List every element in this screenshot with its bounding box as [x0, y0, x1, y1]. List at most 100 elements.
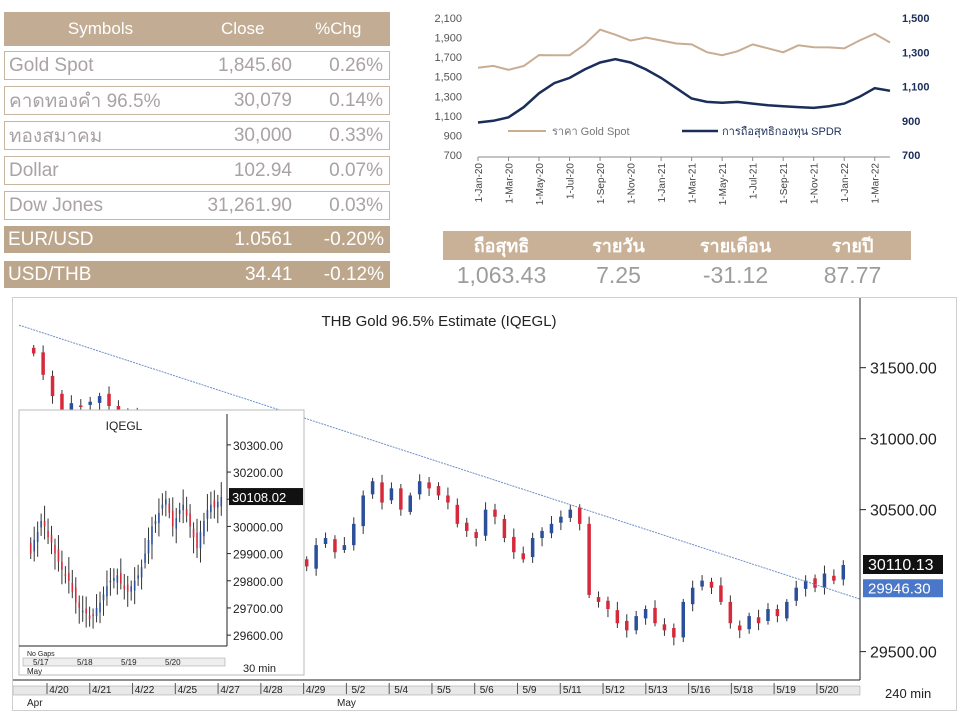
inset-candle-body: [50, 535, 53, 543]
market-row: Dow Jones 31,261.90 0.03%: [4, 191, 390, 220]
main-candle-body: [446, 495, 450, 503]
header-symbols: Symbols: [67, 19, 134, 38]
main-candle-body: [417, 481, 422, 495]
inset-gap-label: No Gaps: [27, 651, 55, 658]
inset-candle-body: [33, 540, 35, 552]
inset-candle-body: [182, 504, 184, 511]
x-tick-label: 5/16: [691, 685, 711, 696]
market-row: ทองสมาคม 30,000 0.33%: [4, 121, 390, 150]
main-candle-body: [719, 585, 723, 602]
main-candle-body: [483, 509, 488, 536]
summary-header-holding: ถือสุทธิ: [473, 236, 530, 256]
inset-candle-body: [147, 540, 150, 554]
main-candle-body: [615, 610, 620, 624]
main-candle-body: [775, 609, 780, 617]
close-cell: 34.41: [244, 263, 293, 285]
main-candle-body: [436, 486, 441, 496]
x-tick-label: 4/25: [178, 685, 198, 696]
inset-month-label: May: [27, 667, 42, 676]
inset-candle-body: [199, 531, 202, 549]
secondary-price-label: 29946.30: [868, 580, 931, 597]
main-candle-body: [709, 581, 714, 588]
main-candle-body: [427, 482, 431, 489]
downtrend-line: [18, 324, 861, 600]
inset-candle-body: [217, 501, 219, 508]
main-candle-body: [88, 401, 92, 405]
inset-last-price-box: [229, 488, 303, 506]
inset-timeframe-label: 30 min: [243, 663, 276, 675]
x-tick-label: 4/27: [220, 685, 240, 696]
y-left-tick: 1,700: [434, 52, 462, 64]
chart-title: THB Gold 96.5% Estimate (IQEGL): [321, 313, 556, 330]
main-candle-body: [756, 617, 761, 624]
summary-header-daily: รายวัน: [592, 236, 645, 256]
x-tick-label: 1-May-21: [718, 163, 729, 206]
inset-candle-body: [171, 510, 174, 527]
inset-candle-body: [206, 510, 209, 519]
last-price-box: [863, 554, 943, 574]
main-candle-body: [634, 616, 638, 631]
inset-candle-body: [116, 575, 119, 583]
inset-candle-body: [151, 526, 153, 545]
chg-cell: 0.26%: [329, 54, 383, 76]
inset-y-tick-label: 30300.00: [233, 439, 283, 453]
main-candle-body: [474, 532, 478, 539]
chg-cell: 0.14%: [329, 89, 383, 111]
chg-cell: 0.33%: [329, 124, 383, 146]
main-candle-body: [97, 396, 102, 403]
inset-candle-body: [210, 504, 212, 513]
x-tick-label: 5/4: [394, 685, 408, 696]
market-row: คาดทองคำ 96.5% 30,079 0.14%: [4, 86, 390, 115]
inset-candle-body: [102, 594, 105, 601]
inset-y-tick-label: 30200.00: [233, 466, 283, 480]
close-cell: 30,000: [233, 124, 292, 146]
x-tick-label: 1-Jan-21: [657, 163, 668, 203]
inset-candle-body: [140, 567, 143, 578]
main-candle-body: [672, 628, 676, 638]
main-candle-body: [794, 587, 798, 601]
y-left-tick: 2,100: [434, 13, 462, 25]
inset-candle-body: [120, 573, 122, 584]
main-candle-body: [408, 495, 413, 512]
inset-candle-body: [57, 549, 60, 562]
main-candle-body: [728, 601, 733, 624]
iqegl-candlestick-panel: THB Gold 96.5% Estimate (IQEGL) 31500.00 3…: [12, 297, 957, 711]
x-tick-label: 4/28: [263, 685, 283, 696]
main-candle-body: [662, 624, 667, 631]
inset-candle-body: [40, 520, 42, 528]
x-tick-label: 5/5: [437, 685, 451, 696]
inset-y-tick-label: 29800.00: [233, 575, 283, 589]
inset-candle-body: [196, 532, 198, 549]
x-tick-label: 5/19: [776, 685, 796, 696]
chg-cell: -0.20%: [323, 228, 384, 250]
y-left-tick: 700: [444, 150, 462, 162]
main-candle-body: [304, 559, 309, 567]
y-right-tick: 1,300: [902, 47, 930, 59]
main-candle-body: [568, 509, 573, 518]
y-right-tick: 1,500: [902, 13, 930, 25]
x-tick-label: 4/29: [306, 685, 326, 696]
inset-x-tick-label: 5/18: [77, 658, 93, 667]
x-tick-label: 1-Mar-22: [871, 163, 882, 204]
iqegl-240min-chart: THB Gold 96.5% Estimate (IQEGL) 31500.00 3…: [13, 298, 943, 709]
x-tick-label: 5/20: [819, 685, 839, 696]
inset-candle-body: [133, 580, 136, 591]
y-left-tick: 900: [444, 130, 462, 142]
legend-spdr-label: การถือสุทธิกองทุน SPDR: [722, 125, 842, 138]
inset-candle-body: [43, 520, 46, 527]
main-candle-body: [559, 516, 563, 523]
main-candle-body: [69, 403, 74, 411]
summary-value-holding: 1,063.43: [456, 261, 547, 288]
y-right-tick: 900: [902, 116, 920, 128]
inset-candle-body: [81, 610, 84, 613]
main-candle-body: [822, 573, 827, 588]
market-row: USD/THB 34.41 -0.12%: [4, 261, 390, 288]
x-tick-label: 5/6: [480, 685, 494, 696]
inset-y-tick-label: 29600.00: [233, 629, 283, 643]
main-candle-body: [643, 609, 648, 619]
x-tick-label: 1-Mar-20: [505, 163, 516, 204]
inset-x-tick-label: 5/20: [165, 658, 181, 667]
inset-candle-body: [88, 615, 91, 619]
x-tick-label: 4/21: [92, 685, 112, 696]
market-row: EUR/USD 1.0561 -0.20%: [4, 226, 390, 253]
